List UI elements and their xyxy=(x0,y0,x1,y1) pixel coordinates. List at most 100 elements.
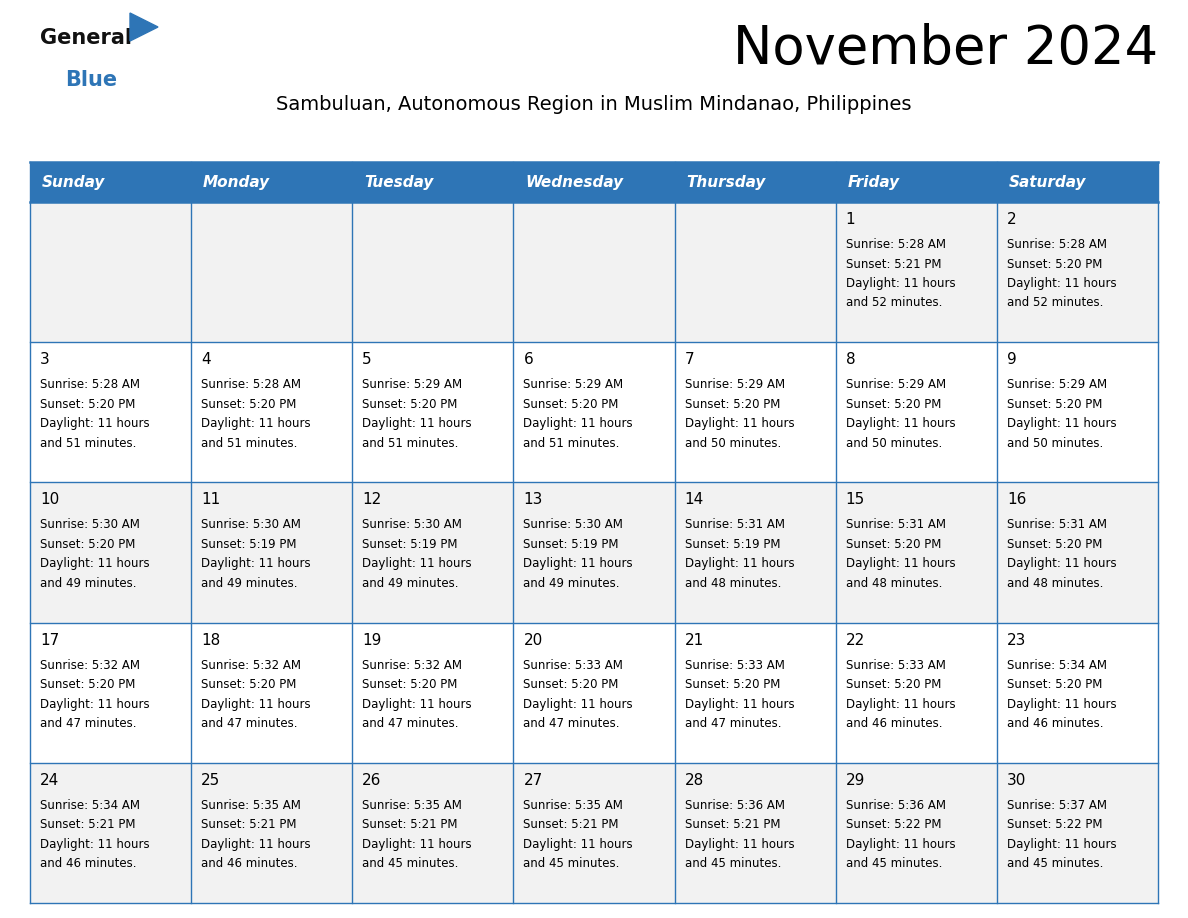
Bar xyxy=(513,622,675,763)
Text: 21: 21 xyxy=(684,633,703,647)
Bar xyxy=(191,763,353,903)
Text: Sunrise: 5:28 AM: Sunrise: 5:28 AM xyxy=(201,378,301,391)
Text: and 50 minutes.: and 50 minutes. xyxy=(846,437,942,450)
Text: Daylight: 11 hours: Daylight: 11 hours xyxy=(524,838,633,851)
Text: Sunrise: 5:29 AM: Sunrise: 5:29 AM xyxy=(846,378,946,391)
Text: Saturday: Saturday xyxy=(1009,174,1086,189)
Text: Sunrise: 5:31 AM: Sunrise: 5:31 AM xyxy=(684,519,784,532)
Bar xyxy=(513,763,675,903)
Text: Daylight: 11 hours: Daylight: 11 hours xyxy=(40,698,150,711)
Text: General: General xyxy=(40,28,132,48)
Text: Tuesday: Tuesday xyxy=(365,174,434,189)
Bar xyxy=(30,482,191,622)
Text: Sunset: 5:20 PM: Sunset: 5:20 PM xyxy=(684,397,781,410)
Bar xyxy=(191,202,353,342)
Text: 13: 13 xyxy=(524,492,543,508)
Text: Sunset: 5:20 PM: Sunset: 5:20 PM xyxy=(524,678,619,691)
Text: Sunset: 5:19 PM: Sunset: 5:19 PM xyxy=(362,538,457,551)
Text: Sunset: 5:22 PM: Sunset: 5:22 PM xyxy=(846,818,941,832)
Text: and 51 minutes.: and 51 minutes. xyxy=(40,437,137,450)
Text: and 50 minutes.: and 50 minutes. xyxy=(1007,437,1104,450)
Text: 12: 12 xyxy=(362,492,381,508)
Text: 29: 29 xyxy=(846,773,865,788)
Bar xyxy=(353,763,513,903)
Text: 10: 10 xyxy=(40,492,59,508)
Text: 17: 17 xyxy=(40,633,59,647)
Text: 4: 4 xyxy=(201,353,210,367)
Bar xyxy=(30,202,191,342)
Bar xyxy=(835,202,997,342)
Text: Sunrise: 5:30 AM: Sunrise: 5:30 AM xyxy=(40,519,140,532)
Text: and 48 minutes.: and 48 minutes. xyxy=(684,577,781,590)
Bar xyxy=(353,202,513,342)
Text: 23: 23 xyxy=(1007,633,1026,647)
Bar xyxy=(30,763,191,903)
Text: Sunrise: 5:29 AM: Sunrise: 5:29 AM xyxy=(362,378,462,391)
Text: Sunrise: 5:29 AM: Sunrise: 5:29 AM xyxy=(524,378,624,391)
Bar xyxy=(191,482,353,622)
Text: 28: 28 xyxy=(684,773,703,788)
Text: Sunrise: 5:35 AM: Sunrise: 5:35 AM xyxy=(201,799,301,812)
Bar xyxy=(835,763,997,903)
Text: and 46 minutes.: and 46 minutes. xyxy=(1007,717,1104,730)
Text: Sunrise: 5:31 AM: Sunrise: 5:31 AM xyxy=(846,519,946,532)
Text: 1: 1 xyxy=(846,212,855,227)
Bar xyxy=(675,482,835,622)
Text: 18: 18 xyxy=(201,633,221,647)
Text: Sunrise: 5:30 AM: Sunrise: 5:30 AM xyxy=(201,519,301,532)
Text: Sunrise: 5:33 AM: Sunrise: 5:33 AM xyxy=(524,658,624,672)
Text: 5: 5 xyxy=(362,353,372,367)
Text: 11: 11 xyxy=(201,492,221,508)
Text: Sunrise: 5:36 AM: Sunrise: 5:36 AM xyxy=(684,799,784,812)
Text: and 46 minutes.: and 46 minutes. xyxy=(201,857,298,870)
Bar xyxy=(997,482,1158,622)
Text: Sunrise: 5:29 AM: Sunrise: 5:29 AM xyxy=(1007,378,1107,391)
Text: Sunset: 5:21 PM: Sunset: 5:21 PM xyxy=(40,818,135,832)
Bar xyxy=(191,622,353,763)
Text: and 48 minutes.: and 48 minutes. xyxy=(846,577,942,590)
Text: 25: 25 xyxy=(201,773,221,788)
Text: Sunrise: 5:35 AM: Sunrise: 5:35 AM xyxy=(524,799,624,812)
Text: 16: 16 xyxy=(1007,492,1026,508)
Text: 14: 14 xyxy=(684,492,703,508)
Text: and 52 minutes.: and 52 minutes. xyxy=(1007,297,1104,309)
Text: Sunrise: 5:28 AM: Sunrise: 5:28 AM xyxy=(1007,238,1107,251)
Text: Daylight: 11 hours: Daylight: 11 hours xyxy=(1007,698,1117,711)
Text: and 45 minutes.: and 45 minutes. xyxy=(1007,857,1104,870)
Text: and 47 minutes.: and 47 minutes. xyxy=(684,717,781,730)
Text: Daylight: 11 hours: Daylight: 11 hours xyxy=(201,838,311,851)
Text: Sunrise: 5:32 AM: Sunrise: 5:32 AM xyxy=(40,658,140,672)
Text: 22: 22 xyxy=(846,633,865,647)
Bar xyxy=(835,342,997,482)
Bar xyxy=(30,162,1158,903)
Text: Daylight: 11 hours: Daylight: 11 hours xyxy=(1007,277,1117,290)
Text: Sunrise: 5:30 AM: Sunrise: 5:30 AM xyxy=(362,519,462,532)
Text: Daylight: 11 hours: Daylight: 11 hours xyxy=(362,417,472,431)
Text: 27: 27 xyxy=(524,773,543,788)
Text: Daylight: 11 hours: Daylight: 11 hours xyxy=(1007,417,1117,431)
Text: 26: 26 xyxy=(362,773,381,788)
Text: and 47 minutes.: and 47 minutes. xyxy=(362,717,459,730)
Text: and 51 minutes.: and 51 minutes. xyxy=(201,437,297,450)
Text: Sunset: 5:20 PM: Sunset: 5:20 PM xyxy=(201,397,297,410)
Text: and 46 minutes.: and 46 minutes. xyxy=(846,717,942,730)
Text: Blue: Blue xyxy=(65,70,118,90)
Text: Sunset: 5:21 PM: Sunset: 5:21 PM xyxy=(201,818,297,832)
Text: and 51 minutes.: and 51 minutes. xyxy=(524,437,620,450)
Text: Sunset: 5:21 PM: Sunset: 5:21 PM xyxy=(684,818,781,832)
Text: Daylight: 11 hours: Daylight: 11 hours xyxy=(846,557,955,570)
Text: Sunset: 5:21 PM: Sunset: 5:21 PM xyxy=(846,258,941,271)
Text: Sunset: 5:20 PM: Sunset: 5:20 PM xyxy=(201,678,297,691)
Text: Sunrise: 5:28 AM: Sunrise: 5:28 AM xyxy=(40,378,140,391)
Text: Sunrise: 5:34 AM: Sunrise: 5:34 AM xyxy=(1007,658,1107,672)
Text: Sunset: 5:20 PM: Sunset: 5:20 PM xyxy=(846,678,941,691)
Text: Daylight: 11 hours: Daylight: 11 hours xyxy=(846,277,955,290)
Text: Wednesday: Wednesday xyxy=(525,174,624,189)
Text: and 49 minutes.: and 49 minutes. xyxy=(201,577,298,590)
Text: Sunset: 5:20 PM: Sunset: 5:20 PM xyxy=(524,397,619,410)
Text: Sunday: Sunday xyxy=(42,174,106,189)
Text: Sunset: 5:20 PM: Sunset: 5:20 PM xyxy=(362,678,457,691)
Text: Sunrise: 5:35 AM: Sunrise: 5:35 AM xyxy=(362,799,462,812)
Text: Sunset: 5:20 PM: Sunset: 5:20 PM xyxy=(40,397,135,410)
Text: Daylight: 11 hours: Daylight: 11 hours xyxy=(524,417,633,431)
